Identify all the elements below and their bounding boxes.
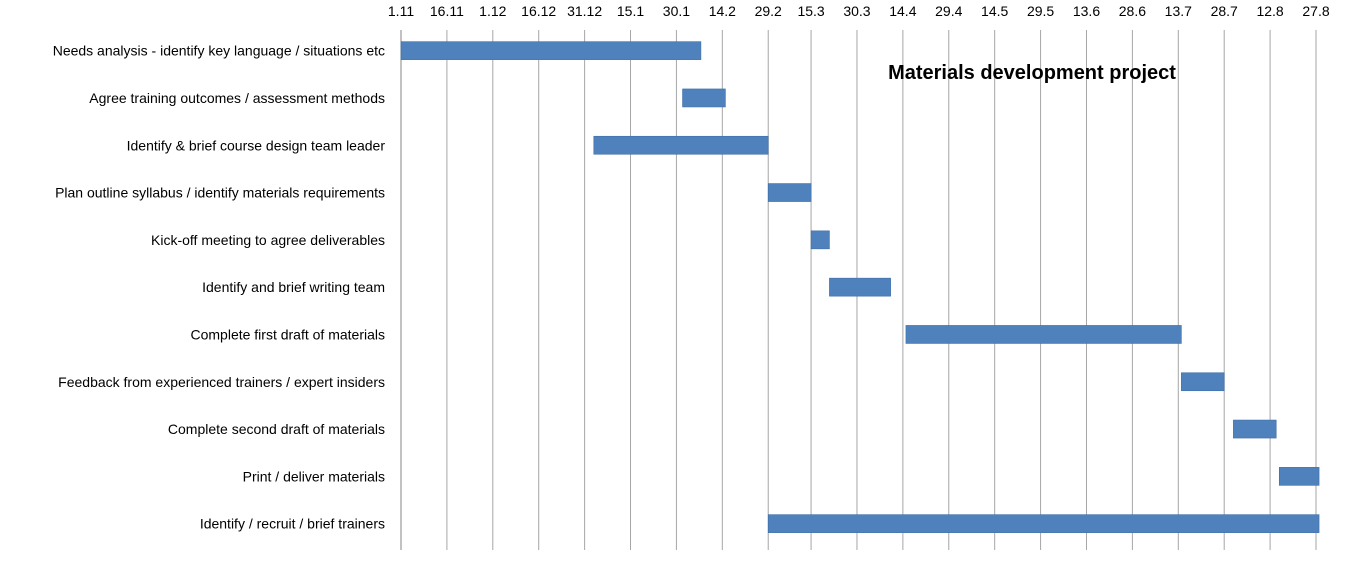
x-tick-label: 14.2 (709, 3, 736, 19)
task-label: Feedback from experienced trainers / exp… (58, 374, 385, 390)
task-label: Identify / recruit / brief trainers (200, 516, 385, 532)
x-tick-label: 13.6 (1073, 3, 1100, 19)
task-bar (593, 135, 769, 155)
task-label: Complete second draft of materials (168, 421, 385, 437)
x-tick-label: 28.7 (1211, 3, 1238, 19)
x-tick-label: 12.8 (1256, 3, 1283, 19)
task-label: Identify and brief writing team (202, 279, 385, 295)
x-axis-tick-labels: 1.11 16.11 1.12 16.12 31.12 15.1 30.1 14.2 29.2 1… (388, 3, 1330, 19)
task-bar (682, 88, 726, 108)
task-label: Print / deliver materials (243, 468, 385, 484)
x-tick-label: 15.3 (797, 3, 824, 19)
x-tick-label: 1.12 (479, 3, 506, 19)
x-tick-label: 14.4 (889, 3, 916, 19)
task-bar (1233, 419, 1277, 439)
task-label: Needs analysis - identify key language /… (53, 43, 385, 59)
x-tick-label: 29.4 (935, 3, 962, 19)
x-tick-label: 15.1 (617, 3, 644, 19)
task-bar (905, 325, 1182, 344)
x-tick-label: 30.3 (843, 3, 870, 19)
x-tick-label: 31.12 (567, 3, 602, 19)
gridlines (400, 30, 1317, 550)
x-tick-label: 14.5 (981, 3, 1008, 19)
task-bar (767, 183, 812, 202)
task-label: Identify & brief course design team lead… (127, 137, 386, 153)
x-tick-label: 29.5 (1027, 3, 1054, 19)
x-tick-label: 13.7 (1165, 3, 1192, 19)
x-tick-label: 30.1 (663, 3, 690, 19)
x-tick-label: 29.2 (755, 3, 782, 19)
x-tick-label: 27.8 (1302, 3, 1329, 19)
task-bar (400, 41, 702, 60)
task-bar (767, 514, 1320, 533)
task-labels: Needs analysis - identify key language /… (53, 43, 386, 532)
task-label: Kick-off meeting to agree deliverables (151, 232, 385, 248)
task-label: Agree training outcomes / assessment met… (89, 90, 385, 106)
x-tick-label: 28.6 (1119, 3, 1146, 19)
task-bar (829, 277, 891, 297)
task-bars (400, 41, 1320, 533)
task-label: Plan outline syllabus / identify materia… (55, 185, 385, 201)
x-tick-label: 16.11 (430, 3, 464, 19)
task-label: Complete first draft of materials (190, 326, 385, 342)
task-bar (810, 230, 830, 250)
task-bar (1278, 467, 1320, 486)
chart-title: Materials development project (888, 62, 1176, 84)
x-tick-label: 1.11 (388, 3, 414, 19)
task-bar (1181, 372, 1225, 392)
x-tick-label: 16.12 (521, 3, 556, 19)
